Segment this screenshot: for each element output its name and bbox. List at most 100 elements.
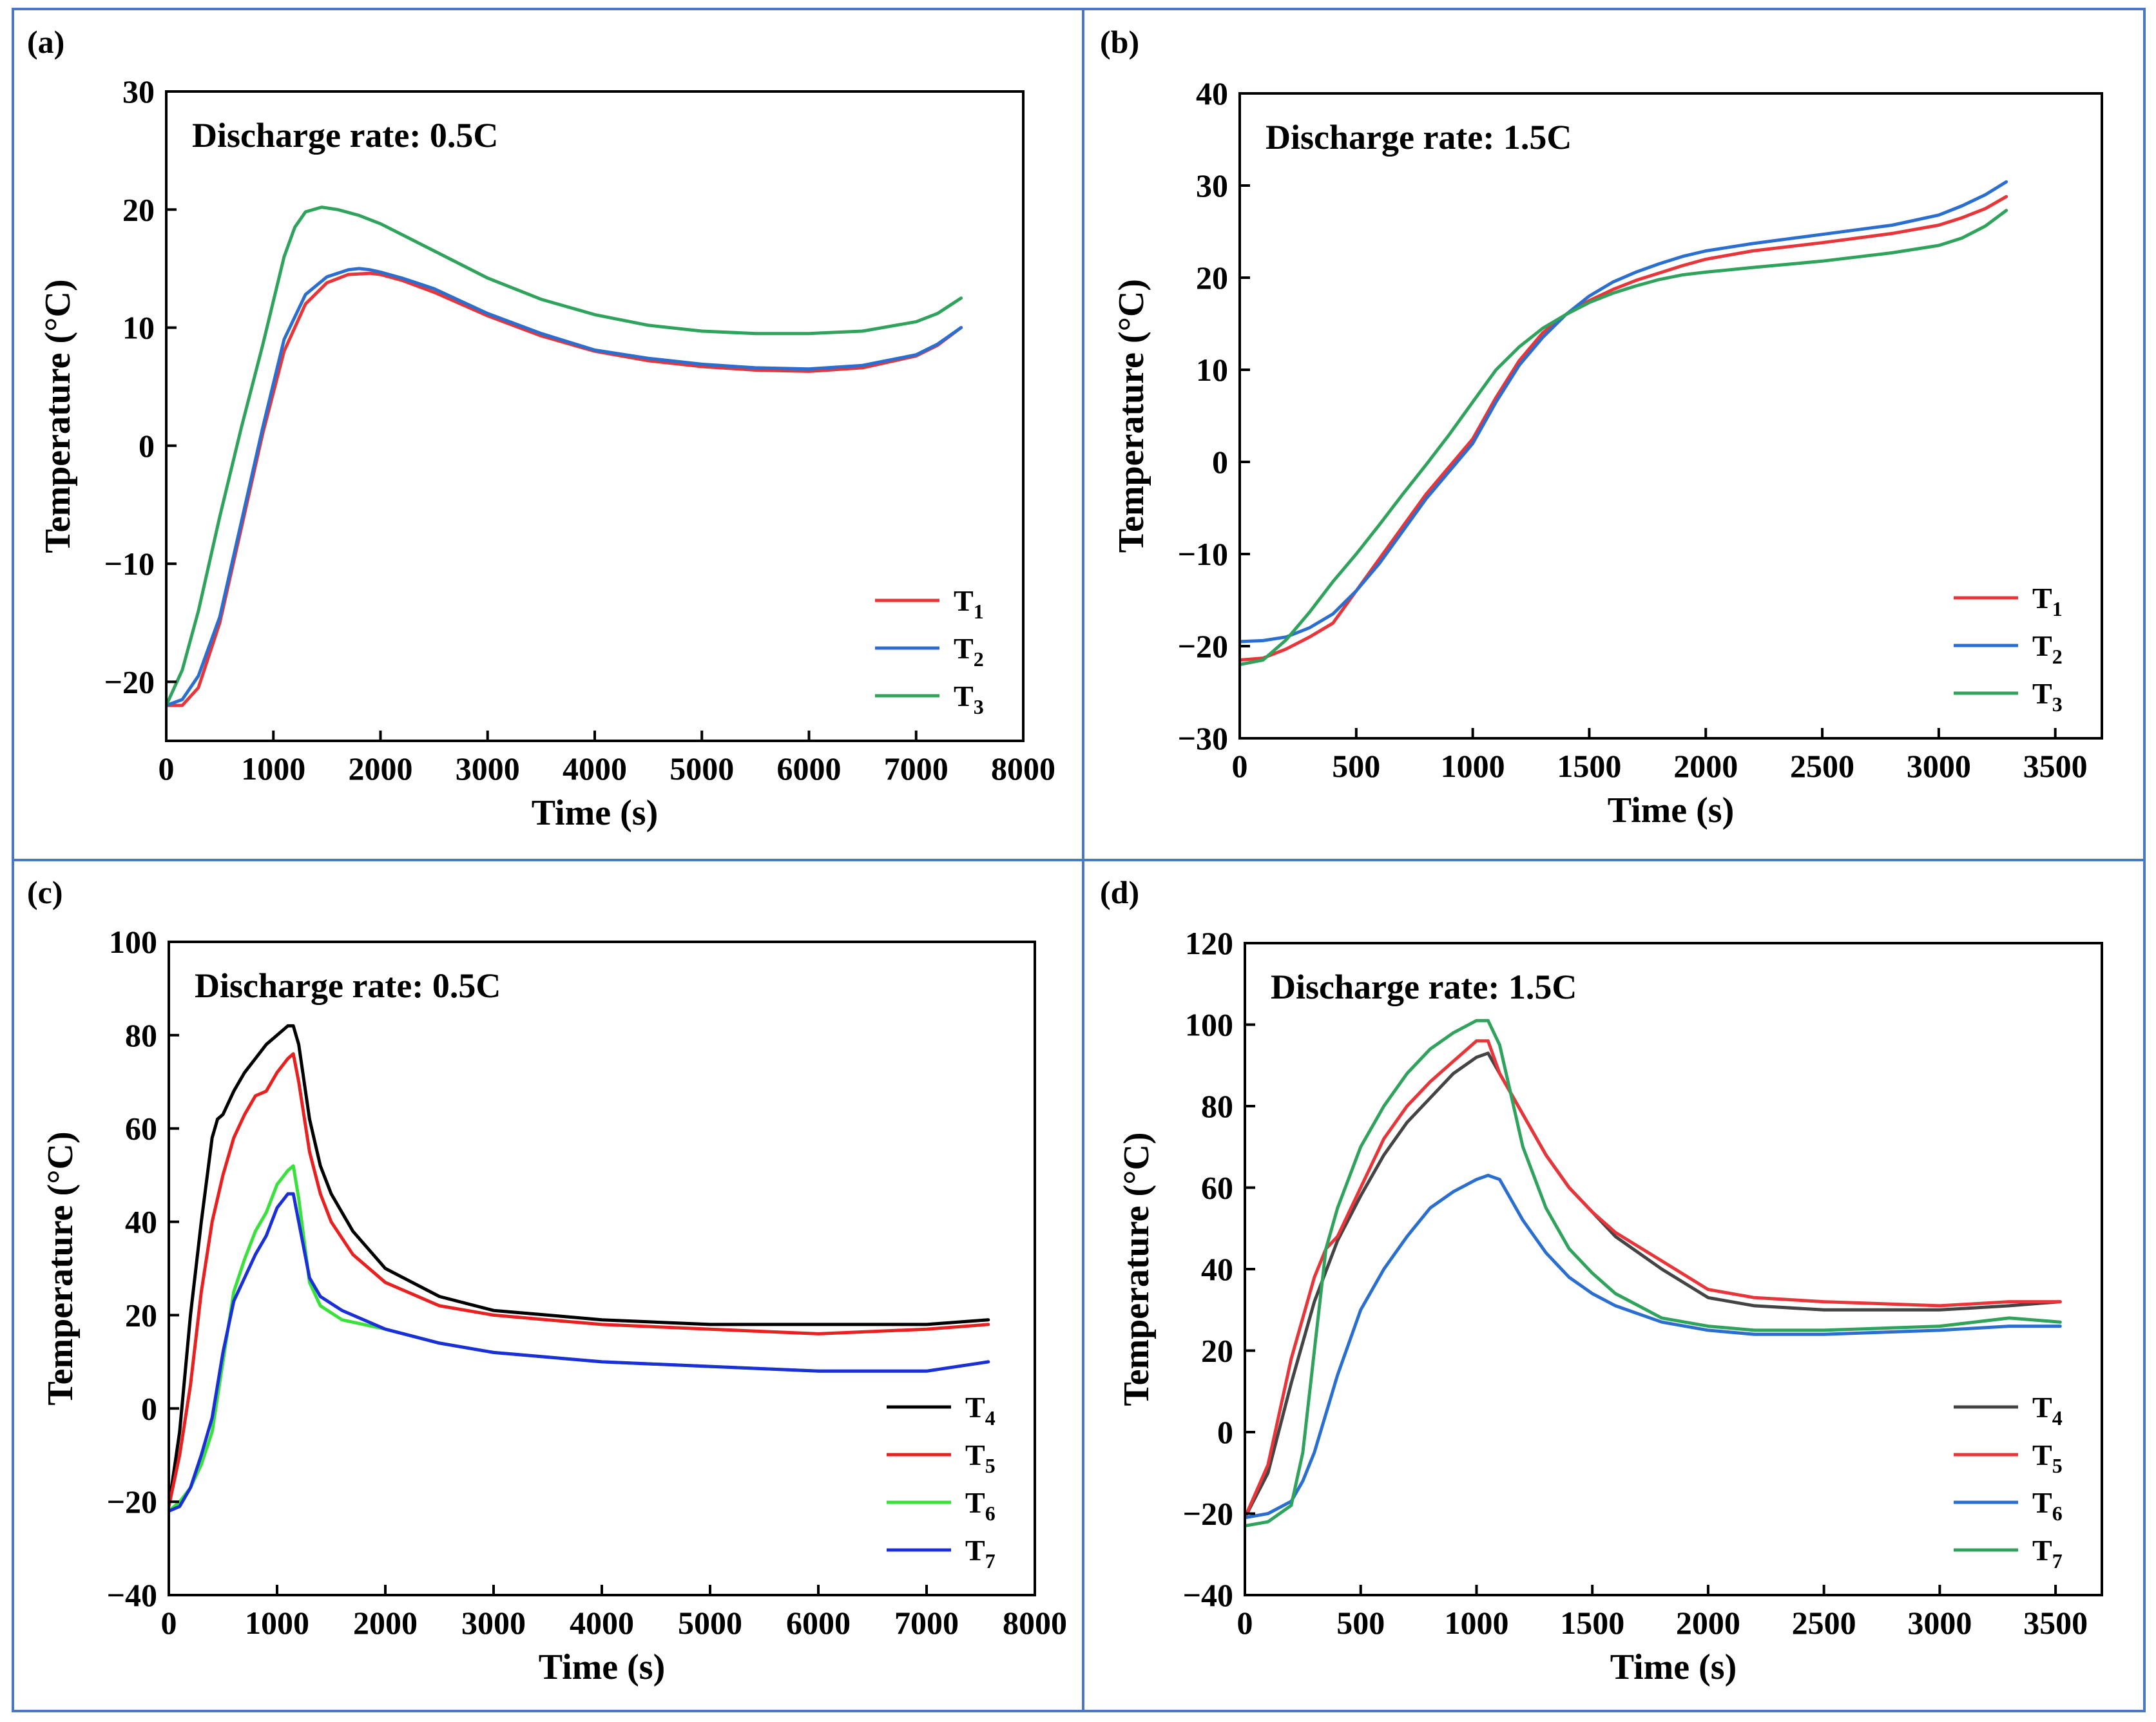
y-tick-label-d: 20	[1201, 1333, 1233, 1369]
x-tick-label-c: 5000	[678, 1605, 742, 1641]
legend-label-b-T1: T1	[2032, 582, 2063, 620]
y-tick-label-b: 40	[1196, 75, 1228, 111]
x-tick-label-b: 3500	[2023, 748, 2088, 784]
y-tick-label-d: 0	[1217, 1414, 1233, 1450]
series-group-d	[1245, 1019, 2062, 1527]
legend-d: T4 T5 T6 T7	[1954, 1391, 2063, 1573]
legend-label-a-T1: T1	[954, 584, 984, 623]
y-tick-label-d: 100	[1185, 1007, 1233, 1043]
x-tick-label-a: 8000	[991, 751, 1055, 787]
x-tick-label-a: 4000	[563, 751, 627, 787]
legend-label-c-T4: T4	[965, 1391, 996, 1430]
x-tick-label-a: 0	[159, 751, 175, 787]
legend-label-d-T5: T5	[2032, 1439, 2063, 1477]
x-tick-label-c: 2000	[353, 1605, 418, 1641]
x-axis-label-c: Time (s)	[539, 1647, 666, 1687]
panel-label-d: (d)	[1100, 874, 1139, 910]
y-tick-label-b: 10	[1196, 352, 1228, 388]
panel-label-a: (a)	[27, 24, 64, 60]
y-tick-label-b: −30	[1178, 720, 1229, 756]
x-tick-label-a: 3000	[456, 751, 520, 787]
series-line-c-T7	[169, 1192, 990, 1513]
x-tick-label-c: 4000	[570, 1605, 634, 1641]
annotation-a: Discharge rate: 0.5C	[192, 116, 498, 155]
x-tick-label-b: 500	[1332, 748, 1380, 784]
legend-label-b-T3: T3	[2032, 677, 2063, 716]
x-tick-label-b: 1500	[1557, 748, 1621, 784]
y-tick-label-c: 20	[125, 1297, 157, 1333]
y-tick-label-b: 0	[1212, 444, 1228, 480]
y-tick-label-a: 10	[122, 310, 155, 346]
series-line-b-T2	[1240, 180, 2008, 644]
annotation-c: Discharge rate: 0.5C	[195, 966, 501, 1005]
series-line-d-T5	[1245, 1039, 2062, 1520]
y-tick-label-d: −40	[1183, 1577, 1234, 1613]
y-tick-label-a: −10	[104, 546, 155, 582]
y-tick-label-c: 40	[125, 1204, 157, 1240]
legend-label-d-T6: T6	[2032, 1486, 2063, 1525]
x-tick-label-d: 2000	[1676, 1605, 1740, 1641]
x-axis-label-b: Time (s)	[1608, 790, 1735, 830]
x-tick-label-b: 3000	[1907, 748, 1971, 784]
x-tick-label-d: 2500	[1792, 1605, 1856, 1641]
y-tick-label-b: 20	[1196, 260, 1228, 296]
x-tick-label-d: 3000	[1907, 1605, 1972, 1641]
x-tick-label-c: 1000	[245, 1605, 309, 1641]
legend-label-c-T5: T5	[965, 1439, 996, 1477]
y-tick-label-b: −20	[1178, 628, 1229, 664]
x-tick-label-a: 7000	[884, 751, 948, 787]
chart-panel-d: (d) 0 500 1000 1500 2000 2500 3000 3500 −40 −20 0 20…	[1100, 874, 2103, 1687]
series-line-d-T4	[1245, 1051, 2062, 1520]
series-line-b-T1	[1240, 195, 2008, 662]
x-tick-label-a: 6000	[777, 751, 842, 787]
y-tick-label-d: 60	[1201, 1170, 1233, 1206]
series-group-b	[1240, 180, 2008, 667]
x-tick-label-c: 3000	[461, 1605, 526, 1641]
y-tick-label-c: 80	[125, 1017, 157, 1053]
panel-label-b: (b)	[1100, 24, 1139, 60]
y-tick-label-c: −40	[107, 1577, 158, 1613]
panel-label-c: (c)	[27, 874, 63, 910]
x-tick-label-a: 1000	[241, 751, 305, 787]
series-line-d-T7	[1245, 1019, 2062, 1527]
series-group-a	[166, 206, 963, 707]
plot-frame-a	[165, 90, 1025, 742]
y-tick-label-a: −20	[104, 664, 155, 700]
x-tick-label-d: 0	[1237, 1605, 1253, 1641]
x-tick-label-d: 1000	[1444, 1605, 1508, 1641]
chart-panel-c: (c) 0 1000 2000 3000 4000 5000 6000 7000 8000 −40 −…	[27, 874, 1067, 1687]
x-tick-label-c: 8000	[1003, 1605, 1067, 1641]
y-axis-label-d: Temperature (°C)	[1117, 1132, 1157, 1406]
series-line-a-T3	[166, 206, 963, 707]
series-line-a-T2	[166, 267, 963, 707]
y-tick-label-a: 20	[122, 191, 155, 227]
y-tick-label-a: 30	[122, 73, 155, 110]
x-tick-label-a: 5000	[669, 751, 734, 787]
panel-frame-d	[1082, 859, 2146, 1712]
y-tick-label-d: 120	[1185, 925, 1233, 961]
x-tick-label-c: 6000	[786, 1605, 851, 1641]
y-tick-label-d: 40	[1201, 1251, 1233, 1287]
x-tick-label-b: 2500	[1790, 748, 1854, 784]
x-axis-label-a: Time (s)	[532, 793, 659, 833]
y-tick-label-c: 0	[141, 1390, 157, 1426]
y-axis-label-c: Temperature (°C)	[41, 1131, 81, 1405]
x-axis-label-d: Time (s)	[1610, 1647, 1737, 1687]
legend-label-a-T2: T2	[954, 632, 984, 671]
series-line-c-T4	[169, 1024, 990, 1508]
x-tick-label-c: 7000	[894, 1605, 959, 1641]
chart-panel-a: (a) 0 1000 2000 3000 4000 5000 6000 7000 8000 −20 −…	[27, 24, 1055, 833]
legend-label-b-T2: T2	[2032, 629, 2063, 668]
y-tick-label-d: −20	[1183, 1496, 1234, 1532]
series-line-b-T3	[1240, 209, 2008, 667]
legend-label-c-T6: T6	[965, 1486, 996, 1525]
legend-label-d-T7: T7	[2032, 1534, 2063, 1573]
y-tick-label-d: 80	[1201, 1088, 1233, 1124]
y-tick-label-c: −20	[107, 1484, 158, 1520]
y-tick-label-c: 100	[109, 924, 157, 960]
series-line-d-T6	[1245, 1174, 2062, 1520]
legend-b: T1 T2 T3	[1954, 582, 2063, 716]
legend-label-a-T3: T3	[954, 680, 984, 718]
